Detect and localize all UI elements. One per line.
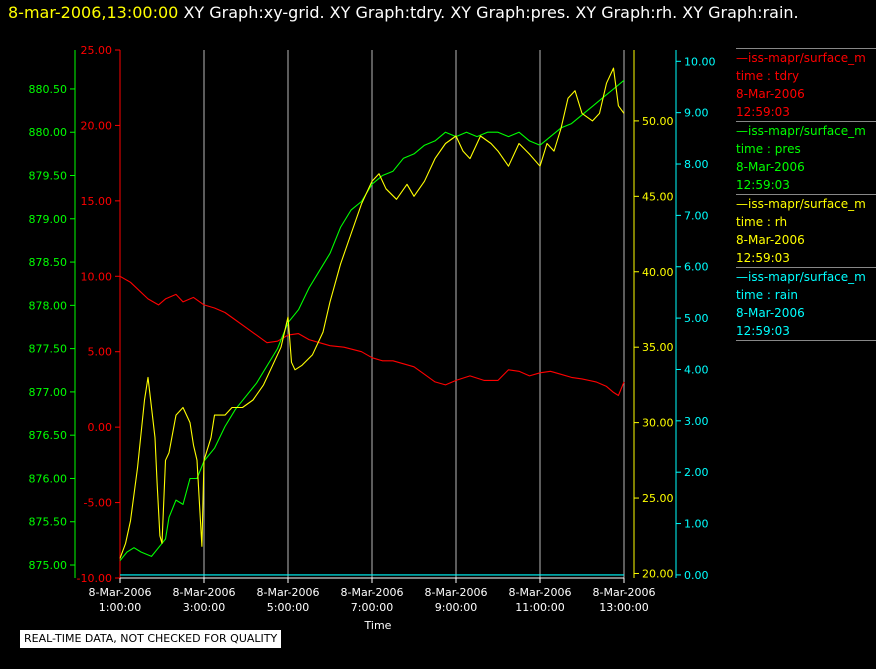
x-tick-label-date: 8-Mar-2006 <box>257 586 320 599</box>
legend-var: time : rain <box>736 288 799 302</box>
rain-tick-label: 2.00 <box>684 466 709 479</box>
x-tick-label-time: 5:00:00 <box>267 601 309 614</box>
x-tick-label-date: 8-Mar-2006 <box>89 586 152 599</box>
pres-axis: 880.50 880.00 879.50 879.00 878.50 878.00 877.… <box>29 50 76 578</box>
rh-tick-label: 20.00 <box>642 567 674 580</box>
tdry-tick-label: 5.00 <box>88 346 113 359</box>
legend-var: time : tdry <box>736 69 800 83</box>
legend-source: —iss-mapr/surface_m <box>736 124 866 138</box>
x-tick-label-date: 8-Mar-2006 <box>425 586 488 599</box>
graph-title-rh: XY Graph:rh. <box>575 3 678 22</box>
rain-tick-label: 10.00 <box>684 55 716 68</box>
legend-time: 12:59:03 <box>736 105 790 119</box>
tdry-tick-label: 15.00 <box>81 195 113 208</box>
pres-tick-label: 877.00 <box>29 386 68 399</box>
legend-source: —iss-mapr/surface_m <box>736 197 866 211</box>
rain-tick-label: 6.00 <box>684 261 709 274</box>
legend-time: 12:59:03 <box>736 324 790 338</box>
x-tick-label-date: 8-Mar-2006 <box>341 586 404 599</box>
tdry-tick-label: -10.00 <box>77 572 112 585</box>
legend-date: 8-Mar-2006 <box>736 233 805 247</box>
x-tick-label-time: 7:00:00 <box>351 601 393 614</box>
tdry-tick-label: 10.00 <box>81 270 113 283</box>
rh-tick-label: 40.00 <box>642 266 674 279</box>
x-tick-label-time: 13:00:00 <box>599 601 648 614</box>
pres-tick-label: 875.50 <box>29 516 68 529</box>
x-tick-label-time: 11:00:00 <box>515 601 564 614</box>
pres-tick-label: 876.50 <box>29 429 68 442</box>
rain-tick-label: 4.00 <box>684 363 709 376</box>
rain-tick-label: 8.00 <box>684 158 709 171</box>
x-axis-label: Time <box>364 619 392 632</box>
graph-title-tdry: XY Graph:tdry. <box>329 3 446 22</box>
legend-source: —iss-mapr/surface_m <box>736 51 866 65</box>
rain-tick-label: 7.00 <box>684 209 709 222</box>
legend-var: time : pres <box>736 142 801 156</box>
pres-series-line <box>119 79 625 562</box>
graph-title-xy-grid: XY Graph:xy-grid. <box>183 3 325 22</box>
pres-tick-label: 880.50 <box>29 83 68 96</box>
x-tick-label-time: 3:00:00 <box>183 601 225 614</box>
tdry-tick-label: 20.00 <box>81 119 113 132</box>
rain-tick-label: 1.00 <box>684 518 709 531</box>
graph-title-pres: XY Graph:pres. <box>450 3 571 22</box>
rain-tick-label: 3.00 <box>684 415 709 428</box>
x-tick-label-date: 8-Mar-2006 <box>509 586 572 599</box>
legend-time: 12:59:03 <box>736 178 790 192</box>
quality-notice: REAL-TIME DATA, NOT CHECKED FOR QUALITY <box>20 630 282 648</box>
rh-tick-label: 50.00 <box>642 115 674 128</box>
pres-tick-label: 876.00 <box>29 472 68 485</box>
pres-tick-label: 877.50 <box>29 343 68 356</box>
tdry-tick-label: -5.00 <box>84 497 112 510</box>
rh-tick-label: 25.00 <box>642 492 674 505</box>
header-timestamp: 8-mar-2006,13:00:00 <box>8 3 179 22</box>
pres-tick-label: 879.50 <box>29 170 68 183</box>
legend-var: time : rh <box>736 215 788 229</box>
legend-date: 8-Mar-2006 <box>736 87 805 101</box>
tdry-tick-label: 25.00 <box>81 44 113 57</box>
x-tick-label-time: 1:00:00 <box>99 601 141 614</box>
legend-date: 8-Mar-2006 <box>736 160 805 174</box>
rh-tick-label: 35.00 <box>642 341 674 354</box>
x-tick-label-date: 8-Mar-2006 <box>173 586 236 599</box>
pres-tick-label: 878.50 <box>29 256 68 269</box>
legend: —iss-mapr/surface_m time : tdry 8-Mar-2006… <box>736 48 876 341</box>
legend-date: 8-Mar-2006 <box>736 306 805 320</box>
rain-tick-label: 0.00 <box>684 569 709 582</box>
pres-tick-label: 880.00 <box>29 126 68 139</box>
tdry-axis: 25.00 20.00 15.00 10.00 5.00 0.00 -5.00 -10.00 <box>77 44 121 585</box>
rain-tick-label: 9.00 <box>684 107 709 120</box>
legend-source: —iss-mapr/surface_m <box>736 270 866 284</box>
pres-tick-label: 875.00 <box>29 559 68 572</box>
rain-axis: 10.00 9.00 8.00 7.00 6.00 5.00 4.00 3.00 2.00 1.0… <box>675 50 716 582</box>
pres-tick-label: 878.00 <box>29 299 68 312</box>
tdry-tick-label: 0.00 <box>88 421 113 434</box>
legend-time: 12:59:03 <box>736 251 790 265</box>
rh-tick-label: 30.00 <box>642 417 674 430</box>
pres-tick-label: 879.00 <box>29 213 68 226</box>
rh-series-line <box>119 67 625 559</box>
x-tick-label-time: 9:00:00 <box>435 601 477 614</box>
rh-tick-label: 45.00 <box>642 190 674 203</box>
graph-title-rain: XY Graph:rain. <box>682 3 799 22</box>
x-tick-label-date: 8-Mar-2006 <box>593 586 656 599</box>
rh-axis: 50.00 45.00 40.00 35.00 30.00 25.00 20.00 <box>633 50 674 580</box>
rain-tick-label: 5.00 <box>684 312 709 325</box>
header: 8-mar-2006,13:00:00 XY Graph:xy-grid. XY… <box>8 2 799 24</box>
tdry-series-line <box>119 275 625 397</box>
